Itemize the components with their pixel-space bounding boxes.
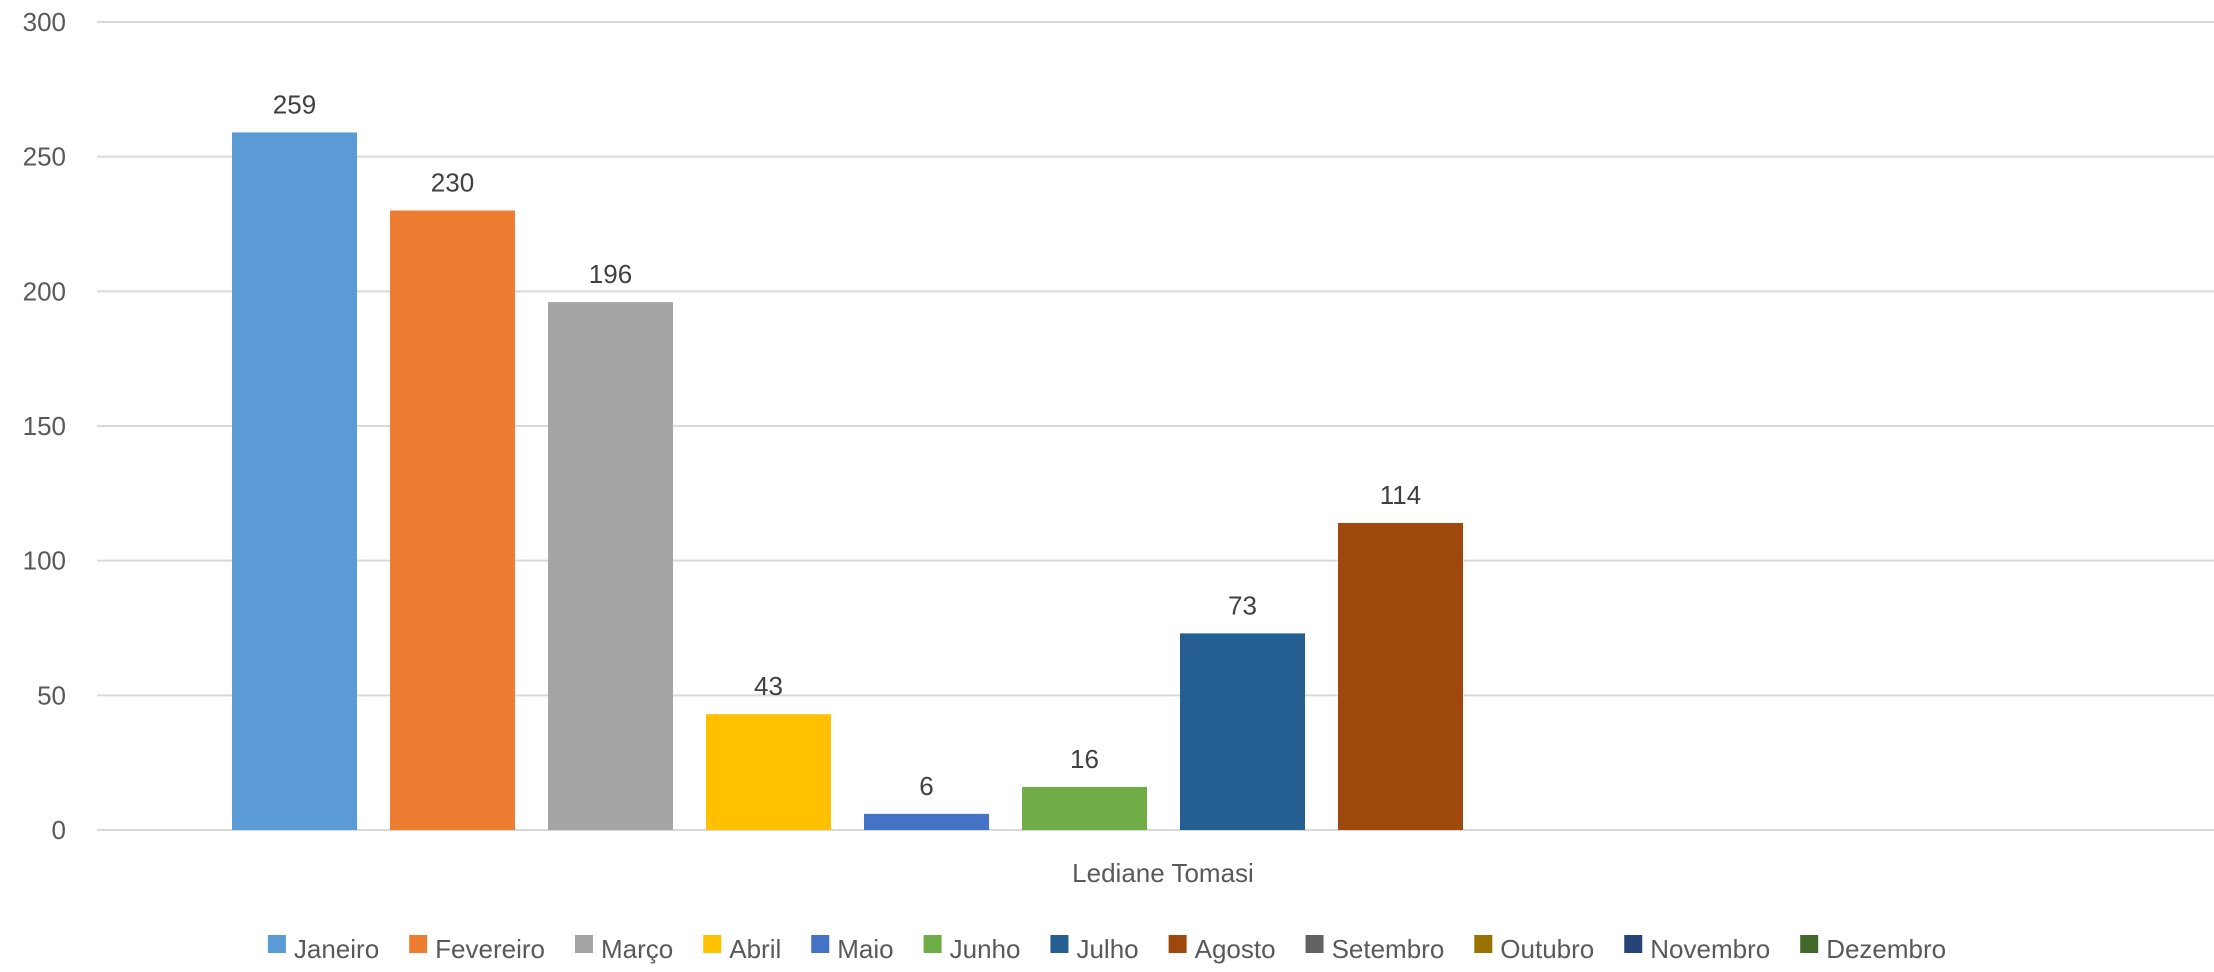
legend-label: Fevereiro xyxy=(435,934,545,964)
bar-junho xyxy=(1022,786,1147,830)
legend-swatch xyxy=(923,935,942,953)
legend-item-julho: Julho xyxy=(1050,934,1139,964)
legend-swatch xyxy=(703,935,722,953)
legend-label: Março xyxy=(601,934,673,964)
data-label: 43 xyxy=(754,671,783,701)
legend-label: Junho xyxy=(950,934,1021,964)
y-tick-label: 300 xyxy=(23,7,66,37)
legend-label: Abril xyxy=(729,934,781,964)
data-label: 114 xyxy=(1380,480,1421,510)
y-tick-label: 250 xyxy=(23,142,66,172)
data-label: 259 xyxy=(273,89,316,119)
legend-item-setembro: Setembro xyxy=(1305,934,1445,964)
legend: Janeiro Fevereiro Março Abril Maio Junho Julho… xyxy=(267,934,1946,964)
bar-julho xyxy=(1180,633,1305,830)
legend-item-maio: Maio xyxy=(811,934,894,964)
data-label: 73 xyxy=(1228,590,1257,620)
legend-swatch xyxy=(1624,935,1643,953)
y-tick-label: 150 xyxy=(23,411,66,441)
legend-swatch xyxy=(811,935,830,953)
legend-swatch xyxy=(1474,935,1493,953)
legend-item-novembro: Novembro xyxy=(1624,934,1770,964)
data-label: 230 xyxy=(431,168,474,198)
y-tick-label: 0 xyxy=(52,815,66,845)
data-label: 196 xyxy=(589,259,632,289)
legend-label: Julho xyxy=(1076,934,1138,964)
legend-item-março: Março xyxy=(574,934,673,964)
legend-item-agosto: Agosto xyxy=(1168,934,1276,964)
y-tick-label: 100 xyxy=(23,546,66,576)
legend-label: Maio xyxy=(837,934,893,964)
legend-swatch xyxy=(1800,935,1819,953)
legend-swatch xyxy=(267,935,286,953)
legend-label: Outubro xyxy=(1500,934,1594,964)
data-labels: 259 230 196 43 6 16 73 114 xyxy=(273,89,1421,800)
legend-label: Novembro xyxy=(1650,934,1770,964)
legend-label: Janeiro xyxy=(294,934,379,964)
legend-item-outubro: Outubro xyxy=(1474,934,1594,964)
legend-swatch xyxy=(409,935,428,953)
x-category-label: Lediane Tomasi xyxy=(1072,858,1254,888)
y-tick-label: 50 xyxy=(37,680,66,710)
bar-fevereiro xyxy=(390,210,515,831)
bar-agosto xyxy=(1338,522,1463,830)
legend-label: Setembro xyxy=(1332,934,1445,964)
legend-item-janeiro: Janeiro xyxy=(267,934,379,964)
bar-maio xyxy=(864,813,989,830)
legend-item-fevereiro: Fevereiro xyxy=(409,934,545,964)
x-axis-categories: Lediane Tomasi xyxy=(1072,858,1254,888)
y-tick-label: 200 xyxy=(23,276,66,306)
data-label: 6 xyxy=(919,771,933,801)
bar-março xyxy=(548,302,673,830)
legend-swatch xyxy=(1050,935,1069,953)
bar-janeiro xyxy=(232,132,357,831)
y-axis-ticks: 0 50 100 150 200 250 300 xyxy=(23,7,66,845)
legend-swatch xyxy=(1305,935,1324,953)
legend-swatch xyxy=(1168,935,1187,953)
legend-item-dezembro: Dezembro xyxy=(1800,934,1946,964)
bars xyxy=(232,132,1463,831)
legend-item-junho: Junho xyxy=(923,934,1021,964)
legend-label: Agosto xyxy=(1195,934,1276,964)
legend-label: Dezembro xyxy=(1826,934,1946,964)
legend-swatch xyxy=(574,935,593,953)
legend-item-abril: Abril xyxy=(703,934,781,964)
data-label: 16 xyxy=(1070,744,1099,774)
bar-abril xyxy=(706,714,831,830)
